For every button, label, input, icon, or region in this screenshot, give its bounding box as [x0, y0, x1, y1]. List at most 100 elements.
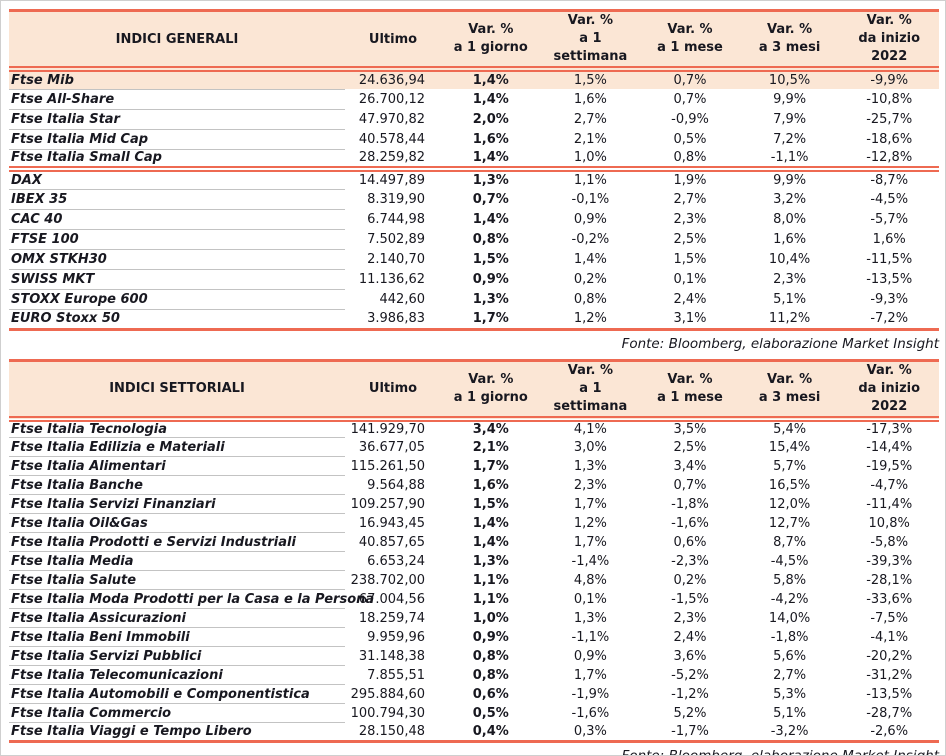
- var-ytd-2022: -20,2%: [866, 648, 913, 664]
- var-1-week: 1,7%: [573, 667, 607, 683]
- index-name: Ftse Italia Mid Cap: [9, 129, 345, 150]
- table-row: IBEX 35 8.319,90 0,7% -0,1% 2,7% 3,2% -4,5%: [9, 189, 939, 210]
- var-1-week: 1,6%: [573, 91, 607, 107]
- var-header-line1: Var. %: [567, 362, 613, 378]
- last-value: 47.970,82: [358, 111, 425, 127]
- header-row: INDICI SETTORIALI Ultimo Var. % a 1 giorno V…: [9, 358, 939, 422]
- index-name: Ftse Italia Beni Immobili: [9, 627, 345, 647]
- var-1-month: 2,4%: [673, 291, 707, 307]
- var-ytd-2022: -4,5%: [870, 191, 909, 207]
- last-value: 295.884,60: [350, 686, 425, 702]
- var-header-line1: Var. %: [766, 22, 813, 37]
- var-header-line1: Var. %: [866, 13, 912, 28]
- index-name: Ftse Mib: [9, 69, 345, 90]
- var-3-months: 5,3%: [773, 686, 807, 702]
- table-title: INDICI SETTORIALI: [9, 358, 345, 422]
- var-3-months: 5,1%: [773, 705, 807, 721]
- var-1-day: 1,7%: [472, 458, 509, 474]
- var-header-line1: Var. %: [866, 362, 912, 378]
- index-name: IBEX 35: [9, 189, 345, 210]
- var-1-month: -1,5%: [671, 591, 709, 607]
- index-name: STOXX Europe 600: [9, 289, 345, 310]
- column-header-ultimo: Ultimo: [345, 358, 441, 422]
- table-row: Ftse Italia Viaggi e Tempo Libero 28.150,…: [9, 722, 939, 743]
- var-header-line2: a 3 mesi: [758, 389, 821, 405]
- table-row: Ftse Italia Oil&Gas 16.943,45 1,4% 1,2% -1,6…: [9, 513, 939, 533]
- index-name: Ftse Italia Salute: [9, 570, 345, 590]
- var-1-week: 1,3%: [573, 610, 607, 626]
- var-1-month: -1,8%: [671, 496, 709, 512]
- var-3-months: 16,5%: [768, 477, 811, 493]
- var-1-week: 0,9%: [573, 648, 607, 664]
- var-header-line1: Var. %: [766, 371, 813, 387]
- var-1-week: 1,7%: [573, 496, 607, 512]
- table-row: OMX STKH30 2.140,70 1,5% 1,4% 1,5% 10,4% -11,5…: [9, 249, 939, 270]
- last-value: 31.148,38: [358, 648, 425, 664]
- column-header-var-2: Var. % a 1 mese: [640, 9, 740, 72]
- var-1-month: 0,8%: [640, 149, 740, 172]
- var-ytd-2022: -10,8%: [866, 91, 913, 107]
- var-1-month: 0,7%: [673, 91, 707, 107]
- var-1-week: 0,8%: [573, 291, 607, 307]
- var-1-day: 1,4%: [472, 91, 509, 107]
- var-1-week: 3,0%: [573, 439, 607, 455]
- var-1-week: 2,3%: [573, 477, 607, 493]
- var-1-day: 1,5%: [472, 251, 509, 267]
- table-row: CAC 40 6.744,98 1,4% 0,9% 2,3% 8,0% -5,7%: [9, 209, 939, 230]
- source-note: Fonte: Bloomberg, elaborazione Market In…: [621, 748, 939, 756]
- var-header-line2: a 1 mese: [657, 389, 723, 405]
- table-row: Ftse Italia Banche 9.564,88 1,6% 2,3% 0,7% 16…: [9, 475, 939, 495]
- index-name: Ftse Italia Viaggi e Tempo Libero: [9, 722, 345, 743]
- var-ytd-2022: -33,6%: [866, 591, 913, 607]
- var-ytd-2022: -39,3%: [866, 553, 913, 569]
- table-row: Ftse Italia Alimentari 115.261,50 1,7% 1,3%…: [9, 456, 939, 476]
- var-1-week: -0,1%: [571, 191, 610, 207]
- index-name: Ftse Italia Moda Prodotti per la Casa e …: [9, 589, 375, 609]
- var-1-day: 1,4%: [441, 69, 541, 89]
- var-1-day: 2,1%: [472, 439, 509, 455]
- var-1-month: 0,6%: [673, 534, 707, 550]
- column-header-var-2: Var. % a 1 mese: [640, 358, 740, 422]
- table-row: Ftse Italia Servizi Finanziari 109.257,90…: [9, 494, 939, 514]
- var-1-week: 0,2%: [573, 271, 607, 287]
- var-3-months: -1,8%: [770, 629, 809, 645]
- column-header-var-3: Var. % a 3 mesi: [739, 9, 840, 72]
- table-row: Ftse Italia Commercio 100.794,30 0,5% -1,6%…: [9, 703, 939, 723]
- last-value: 14.497,89: [358, 173, 425, 188]
- var-1-week: 4,8%: [573, 572, 607, 588]
- last-value: 141.929,70: [350, 422, 425, 437]
- var-1-day: 0,4%: [441, 722, 541, 743]
- column-header-var-1: Var. % a 1 settimana: [540, 358, 641, 422]
- var-1-month: 2,5%: [673, 439, 707, 455]
- table-row: DAX 14.497,89 1,3% 1,1% 1,9% 9,9% -8,7%: [9, 169, 939, 190]
- sector-indices-table: INDICI SETTORIALI Ultimo Var. % a 1 giorno V…: [9, 358, 939, 743]
- var-3-months: 15,4%: [768, 439, 811, 455]
- var-1-day: 1,4%: [472, 515, 509, 531]
- last-value: 6.653,24: [367, 553, 425, 569]
- index-name: Ftse Italia Media: [9, 551, 345, 571]
- index-name: FTSE 100: [9, 229, 345, 250]
- var-header-line1: Var. %: [468, 371, 514, 387]
- var-header-line2: a 1 settimana: [553, 31, 628, 64]
- var-ytd-2022: -5,7%: [870, 211, 909, 227]
- var-1-week: 2,7%: [573, 111, 607, 127]
- var-1-week: -1,4%: [571, 553, 610, 569]
- var-1-month: 1,9%: [673, 173, 707, 188]
- table-row: Ftse Italia Edilizia e Materiali 36.677,0…: [9, 437, 939, 457]
- var-1-month: 2,4%: [673, 629, 707, 645]
- var-1-day: 1,4%: [472, 211, 509, 227]
- var-3-months: -4,5%: [770, 553, 809, 569]
- var-1-week: 1,5%: [540, 69, 641, 89]
- var-3-months: 9,9%: [773, 173, 807, 188]
- index-name: Ftse Italia Alimentari: [9, 456, 345, 476]
- var-1-week: 1,1%: [573, 173, 607, 188]
- var-header-line2: da inizio 2022: [858, 380, 921, 414]
- var-ytd-2022: -8,7%: [870, 173, 909, 188]
- var-ytd-2022: -25,7%: [866, 111, 913, 127]
- table-row: STOXX Europe 600 442,60 1,3% 0,8% 2,4% 5,1% -9…: [9, 289, 939, 310]
- var-1-month: 1,5%: [673, 251, 707, 267]
- column-header-var-0: Var. % a 1 giorno: [441, 9, 541, 72]
- column-header-var-1: Var. % a 1 settimana: [540, 9, 641, 72]
- table-row: Ftse Italia Automobili e Componentistica…: [9, 684, 939, 704]
